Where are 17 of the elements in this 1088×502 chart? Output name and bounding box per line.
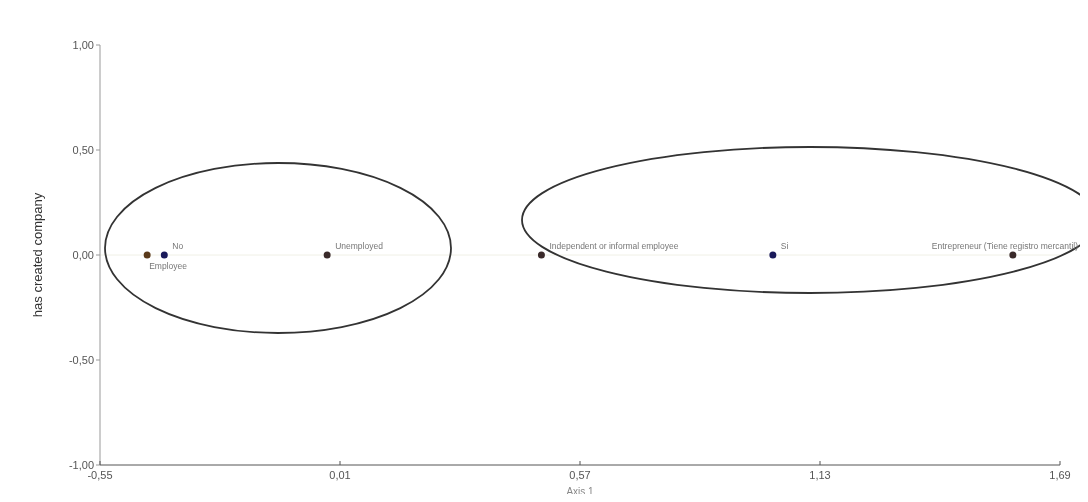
y-tick-label: -1,00 [68, 458, 94, 471]
y-tick-label: 0,50 [72, 143, 94, 156]
y-axis-title: has created company [30, 192, 45, 318]
y-tick-label: 0,00 [72, 248, 94, 261]
annotation: Unemployed [335, 241, 384, 251]
annotation: Entrepreneur (Tiene registro mercantil) [931, 241, 1079, 251]
annotation: Employee [149, 261, 188, 271]
annotation: Si [780, 241, 789, 251]
y-tick-label: -0,50 [68, 353, 94, 366]
y-tick-label: 1,00 [72, 38, 94, 51]
annotation: No [172, 241, 184, 251]
annotation: Independent or informal employee [549, 241, 679, 251]
x-tick-label: 1,69 [1049, 469, 1071, 481]
x-tick-label: -0,55 [87, 469, 113, 481]
x-tick-label: 0,57 [569, 469, 591, 481]
x-tick-label: 1,13 [809, 469, 831, 481]
x-tick-label: 0,01 [329, 469, 351, 481]
